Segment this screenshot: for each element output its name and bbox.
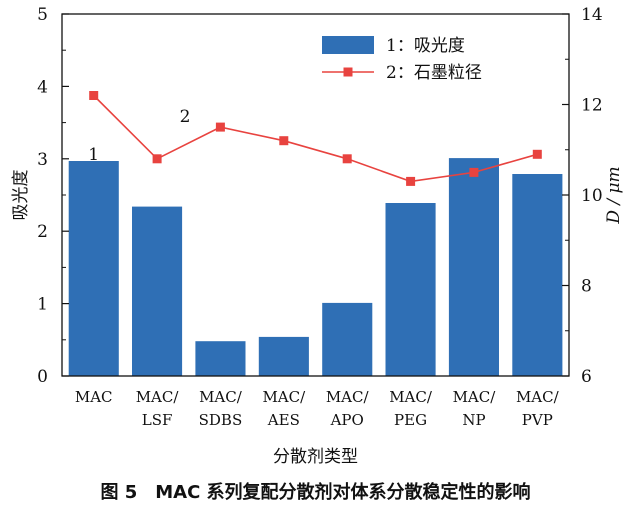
x-tick-label-4: MAC/ (326, 388, 370, 406)
legend-label-line: 2：石墨粒径 (386, 63, 482, 83)
x-tick-label-7: PVP (522, 411, 553, 429)
y2-tick-label-0: 6 (581, 367, 592, 387)
x-tick-label-0: MAC (75, 388, 113, 406)
bar-5 (385, 203, 436, 376)
x-tick-label-6: MAC/ (453, 388, 497, 406)
y-tick-label-2: 2 (37, 222, 48, 242)
y-tick-label-1: 1 (37, 295, 48, 315)
bar-4 (322, 302, 373, 376)
x-tick-label-6: NP (462, 411, 485, 429)
x-tick-label-3: MAC/ (262, 388, 306, 406)
bar-7 (512, 174, 563, 376)
figure-caption: 图 5 MAC 系列复配分散剂对体系分散稳定性的影响 (100, 482, 531, 503)
y-tick-label-4: 4 (37, 77, 48, 97)
y2-axis-title: D / μm (604, 166, 624, 224)
x-tick-label-5: PEG (394, 411, 427, 429)
x-tick-label-1: LSF (142, 411, 173, 429)
y2-tick-label-2: 10 (581, 186, 603, 206)
legend-label-bar: 1：吸光度 (386, 36, 465, 56)
x-tick-label-2: MAC/ (199, 388, 243, 406)
line-point-0 (89, 91, 99, 100)
x-tick-label-5: MAC/ (389, 388, 433, 406)
line-point-5 (406, 176, 416, 186)
x-tick-label-3: AES (267, 411, 300, 429)
y2-tick-label-3: 12 (581, 96, 603, 116)
y2-tick-label-1: 8 (581, 277, 592, 297)
bar-2 (195, 341, 246, 376)
legend-marker-line (343, 67, 353, 77)
bar-3 (258, 336, 309, 376)
x-tick-label-2: SDBS (199, 411, 243, 429)
annotation-1: 1 (88, 145, 99, 165)
line-point-3 (279, 136, 289, 146)
y-tick-label-0: 0 (37, 367, 48, 387)
y-axis-title: 吸光度 (11, 170, 31, 221)
x-tick-label-1: MAC/ (136, 388, 180, 406)
line-point-6 (469, 167, 479, 177)
bar-0 (68, 161, 119, 376)
line-point-1 (152, 154, 162, 164)
x-tick-label-7: MAC/ (516, 388, 560, 406)
line-point-7 (532, 149, 542, 159)
legend-swatch-bar (322, 36, 374, 54)
x-tick-label-4: APO (330, 411, 364, 429)
line-point-4 (342, 154, 352, 164)
y-tick-label-5: 5 (37, 5, 48, 25)
line-point-2 (215, 122, 225, 132)
line-series (93, 94, 538, 183)
annotation-2: 2 (180, 107, 191, 127)
x-axis-title: 分散剂类型 (273, 447, 358, 467)
bar-6 (448, 158, 499, 376)
y-tick-label-3: 3 (37, 150, 48, 170)
y2-tick-label-4: 14 (581, 5, 603, 25)
bar-1 (132, 206, 183, 376)
